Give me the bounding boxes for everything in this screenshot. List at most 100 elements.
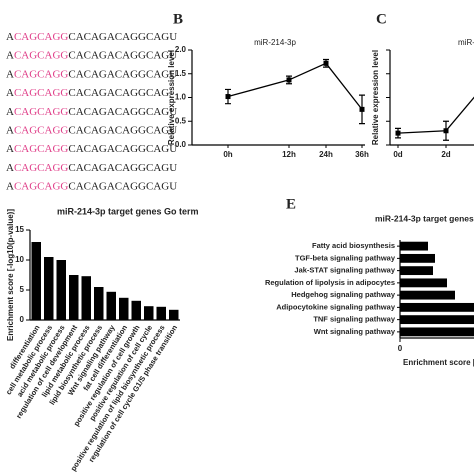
bar	[156, 306, 166, 320]
point	[286, 77, 292, 83]
y-tick-label: 2.0	[175, 45, 187, 54]
sequence-prefix: A	[6, 180, 14, 192]
sequence-rest: CACAGACAGGCAGU	[68, 105, 177, 117]
point	[225, 94, 231, 100]
panel-label: E	[286, 196, 296, 212]
bar	[131, 300, 141, 320]
y-tick-label: Adipocytokine signaling pathway	[276, 302, 396, 311]
sequence-rest: CACAGACAGGCAGU	[68, 143, 177, 155]
chart-title: miR-214-3p target genes Go term	[57, 206, 199, 216]
y-tick-label: Jak-STAT signaling pathway	[294, 266, 395, 275]
x-axis-label: Enrichment score [-log10(p-value)]	[403, 358, 474, 367]
y-tick-label: 0.5	[175, 116, 187, 125]
y-tick-label: 5	[20, 285, 25, 294]
sequence-seed: CAGCAGG	[14, 105, 68, 117]
y-tick-label: 10	[15, 255, 24, 264]
y-axis-label: Enrichment score [-log10(p-value)]	[6, 209, 15, 341]
sequence-line: ACAGCAGGCACAGACAGGCAGU	[6, 180, 177, 192]
x-tick-label: 0	[398, 344, 403, 353]
x-tick-label: 2d	[441, 150, 450, 159]
bar	[56, 260, 66, 320]
sequence-seed: CAGCAGG	[14, 124, 68, 136]
sequence-seed: CAGCAGG	[14, 180, 68, 192]
bar	[144, 306, 154, 320]
sequence-seed: CAGCAGG	[14, 31, 68, 43]
bar	[400, 315, 474, 325]
y-tick-label: Fatty acid biosynthesis	[312, 241, 395, 250]
point	[359, 106, 365, 112]
sequence-line: ACAGCAGGCACAGACAGGCAGU	[6, 68, 177, 80]
y-tick-label: 15	[15, 225, 24, 234]
sequence-prefix: A	[6, 49, 14, 61]
x-tick-label: 0d	[393, 150, 402, 159]
bar	[400, 327, 474, 337]
point	[395, 130, 401, 136]
sequence-line: ACAGCAGGCACAGACAGGCAGU	[6, 161, 177, 173]
y-tick-label: Regulation of lipolysis in adipocytes	[265, 278, 395, 287]
bar	[31, 242, 41, 320]
sequence-line: ACAGCAGGCACAGACAGGCAGU	[6, 143, 177, 155]
point	[323, 60, 329, 66]
x-tick-label: 24h	[319, 150, 333, 159]
sequence-rest: CACAGACAGGCAGU	[68, 124, 177, 136]
sequence-line: ACAGCAGGCACAGACAGGCAGU	[6, 105, 177, 117]
x-tick-label: 0h	[223, 150, 232, 159]
bar	[400, 266, 433, 276]
bar	[400, 302, 474, 312]
y-tick-label: Wnt signaling pathway	[314, 327, 396, 336]
bar	[69, 275, 79, 320]
sequence-rest: CACAGACAGGCAGU	[68, 49, 177, 61]
point	[443, 128, 449, 134]
sequence-prefix: A	[6, 143, 14, 155]
sequence-rest: CACAGACAGGCAGU	[68, 161, 177, 173]
y-tick-label: TGF-beta signaling pathway	[295, 253, 396, 262]
bar	[106, 291, 116, 320]
y-tick-label: 0	[20, 315, 25, 324]
panel-label: B	[173, 11, 183, 27]
bar	[400, 253, 435, 263]
bar	[169, 309, 179, 320]
sequence-prefix: A	[6, 68, 14, 80]
y-axis-label: Relative expression level	[371, 50, 380, 145]
sequence-rest: CACAGACAGGCAGU	[68, 68, 177, 80]
bar	[400, 241, 428, 251]
y-tick-label: TNF signaling pathway	[313, 315, 396, 324]
x-tick-label: 36h	[355, 150, 369, 159]
sequence-rest: CACAGACAGGCAGU	[68, 180, 177, 192]
chart-title: miR-214-3p target genes	[375, 213, 474, 223]
bar	[44, 257, 54, 320]
bar	[119, 297, 129, 320]
sequence-seed: CAGCAGG	[14, 143, 68, 155]
panel-label: C	[376, 11, 387, 27]
sequence-line: ACAGCAGGCACAGACAGGCAGU	[6, 31, 177, 43]
sequence-seed: CAGCAGG	[14, 49, 68, 61]
sequence-prefix: A	[6, 105, 14, 117]
sequence-seed: CAGCAGG	[14, 87, 68, 99]
y-tick-label: 1.0	[175, 93, 187, 102]
sequence-seed: CAGCAGG	[14, 161, 68, 173]
bar	[400, 290, 455, 300]
line	[227, 62, 363, 110]
sequence-prefix: A	[6, 161, 14, 173]
bar	[94, 287, 104, 320]
y-tick-label: 1.5	[175, 69, 187, 78]
bar	[81, 276, 91, 320]
sequence-prefix: A	[6, 31, 14, 43]
chart-title: miR-214-3p	[458, 38, 474, 47]
sequence-rest: CACAGACAGGCAGU	[68, 31, 177, 43]
y-axis-label: Relative expression level	[167, 50, 176, 145]
bar	[400, 278, 447, 288]
y-tick-label: Hedgehog signaling pathway	[291, 290, 396, 299]
sequence-prefix: A	[6, 124, 14, 136]
sequence-prefix: A	[6, 87, 14, 99]
chart-title: miR-214-3p	[254, 38, 296, 47]
y-tick-label: 0.0	[175, 140, 187, 149]
sequence-line: ACAGCAGGCACAGACAGGCAGU	[6, 49, 177, 61]
x-tick-label: 12h	[282, 150, 296, 159]
sequence-line: ACAGCAGGCACAGACAGGCAG	[6, 87, 169, 99]
sequence-seed: CAGCAGG	[14, 68, 68, 80]
sequence-line: ACAGCAGGCACAGACAGGCAGU	[6, 124, 177, 136]
sequence-rest: CACAGACAGGCAG	[68, 87, 169, 99]
